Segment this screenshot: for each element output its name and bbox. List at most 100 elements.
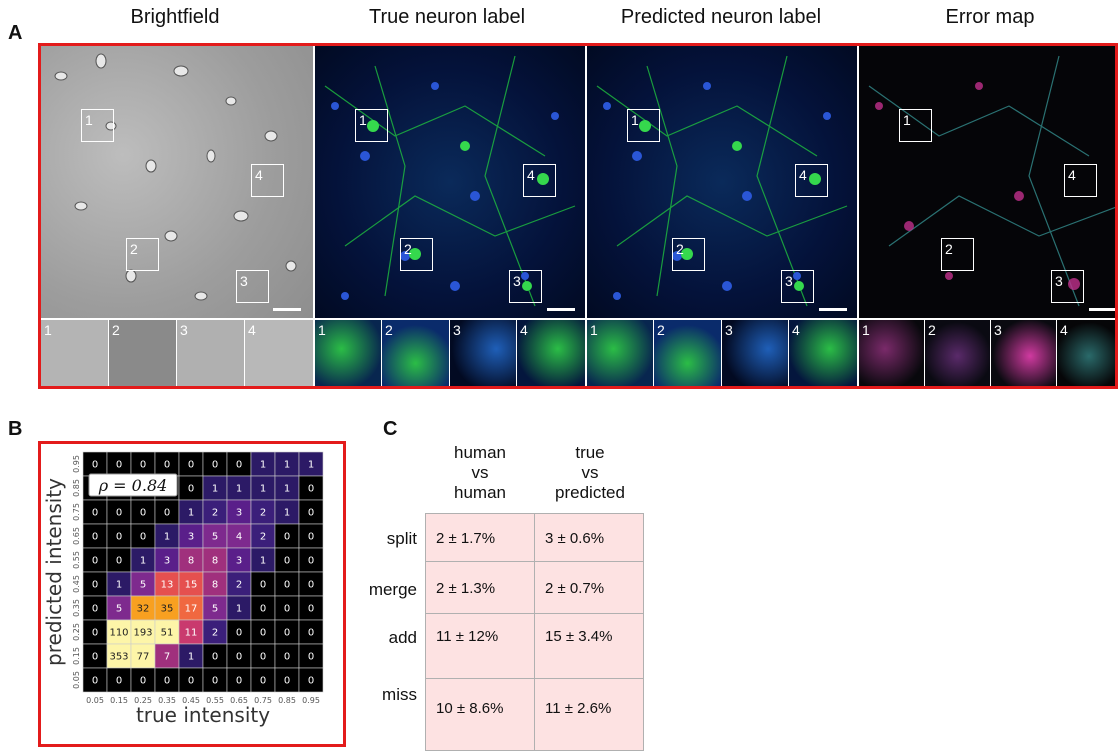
heatmap-cell-label: 5: [212, 604, 218, 615]
header-line: true: [575, 443, 605, 462]
heatmap-cell-label: 353: [109, 652, 128, 663]
heatmap-cell-label: 0: [260, 676, 266, 687]
x-tick-label: 0.55: [206, 696, 224, 705]
crop-4: 4: [789, 320, 857, 386]
crop-label-3: 3: [453, 322, 461, 338]
y-axis-label: predicted intensity: [42, 478, 66, 666]
heatmap-cell-label: 0: [284, 532, 290, 543]
heatmap-cell-label: 0: [92, 604, 98, 615]
heatmap-cell: [226, 499, 252, 525]
heatmap-cell: [298, 595, 324, 621]
row-label-add: add: [388, 628, 417, 647]
heatmap-cell-label: 0: [308, 484, 314, 495]
panel-label-c: C: [383, 418, 398, 440]
heatmap-cell-label: 0: [92, 556, 98, 567]
heatmap-cell-label: 0: [188, 484, 194, 495]
x-tick-label: 0.65: [230, 696, 248, 705]
heatmap-cell-label: 0: [260, 652, 266, 663]
heatmap-cell: [202, 547, 228, 573]
roi-label-3: 3: [785, 273, 793, 289]
crop-4: 4: [245, 320, 313, 386]
cell-miss-human: 10 ± 8.6%: [425, 678, 535, 751]
predicted-label-crops: 1 2 3 4: [587, 320, 857, 386]
heatmap-cell-label: 2: [212, 628, 218, 639]
table-col-header-human: human vs human: [425, 443, 535, 503]
heatmap-cell: [226, 523, 252, 549]
heatmap-cell-label: 2: [260, 508, 266, 519]
crop-1: 1: [41, 320, 109, 386]
heatmap-cell: [130, 547, 156, 573]
roi-box-1: [899, 109, 932, 142]
crop-label-4: 4: [1060, 322, 1068, 338]
heatmap-cell: [154, 499, 180, 525]
heatmap-cell-label: 193: [133, 628, 152, 639]
heatmap-cell-label: 0: [212, 676, 218, 687]
crop-2: 2: [109, 320, 177, 386]
heatmap-cell: [178, 571, 204, 597]
heatmap-cell: [154, 595, 180, 621]
heatmap-cell-label: 0: [260, 580, 266, 591]
heatmap-cell-label: 5: [212, 532, 218, 543]
error-map-crops: 1 2 3 4: [859, 320, 1115, 386]
y-tick-label: 0.25: [72, 623, 81, 641]
crop-3: 3: [722, 320, 789, 386]
heatmap-cell: [250, 475, 276, 501]
heatmap-cell-label: 11: [185, 628, 198, 639]
heatmap-cell-label: 2: [260, 532, 266, 543]
heatmap-cell-label: 0: [164, 676, 170, 687]
heatmap-cell: [298, 547, 324, 573]
correlation-box: [88, 473, 178, 497]
heatmap-cell: [154, 523, 180, 549]
header-line: human: [454, 443, 506, 462]
heatmap-cell: [274, 523, 300, 549]
heatmap-cell: [130, 451, 156, 477]
brightfield-cells: [54, 53, 297, 301]
heatmap-cell: [298, 571, 324, 597]
heatmap-cell: [106, 499, 132, 525]
crop-label-1: 1: [318, 322, 326, 338]
roi-box-2: [400, 238, 433, 271]
crop-2: 2: [654, 320, 722, 386]
heatmap-cell-label: 3: [236, 508, 242, 519]
heatmap-cell-label: 0: [236, 652, 242, 663]
heatmap-cell-label: 0: [92, 628, 98, 639]
heatmap-cell-label: 0: [260, 604, 266, 615]
roi-label-4: 4: [527, 167, 535, 183]
heatmap-cell: [106, 667, 132, 693]
heatmap-cell-label: 0: [92, 676, 98, 687]
y-tick-label: 0.35: [72, 599, 81, 617]
column-title-brightfield: Brightfield: [130, 6, 220, 28]
crop-label-2: 2: [928, 322, 936, 338]
heatmap-cell: [274, 571, 300, 597]
roi-box-1: [627, 109, 660, 142]
roi-label-4: 4: [799, 167, 807, 183]
roi-label-2: 2: [404, 241, 412, 257]
heatmap-cell-label: 0: [308, 676, 314, 687]
correlation-label: ρ = 0.84: [98, 476, 168, 495]
heatmap-cell-label: 1: [212, 484, 218, 495]
column-divider: [857, 46, 859, 386]
heatmap-cell: [226, 547, 252, 573]
roi-box-1: [355, 109, 388, 142]
heatmap-cell-label: 8: [188, 556, 194, 567]
heatmap-cell-label: 0: [188, 676, 194, 687]
heatmap-cell-label: 1: [284, 484, 290, 495]
panel-label-b: B: [8, 418, 23, 440]
heatmap-cell-label: 8: [212, 580, 218, 591]
error-map-signal: [868, 55, 1115, 307]
heatmap-cell-label: 1: [116, 580, 122, 591]
row-divider: [41, 318, 1115, 320]
heatmap-cell: [202, 667, 228, 693]
column-title-predicted-label: Predicted neuron label: [620, 6, 822, 28]
heatmap-cell: [226, 619, 252, 645]
roi-label-2: 2: [945, 241, 953, 257]
heatmap-cell: [82, 595, 108, 621]
heatmap-cell: [274, 547, 300, 573]
heatmap-cell-label: 1: [164, 532, 170, 543]
heatmap-cell-label: 0: [212, 652, 218, 663]
heatmap-cell-label: 1: [260, 484, 266, 495]
heatmap-cell-label: 77: [137, 652, 150, 663]
roi-box-3: [236, 270, 269, 303]
heatmap-cell: [298, 667, 324, 693]
x-tick-label: 0.45: [182, 696, 200, 705]
